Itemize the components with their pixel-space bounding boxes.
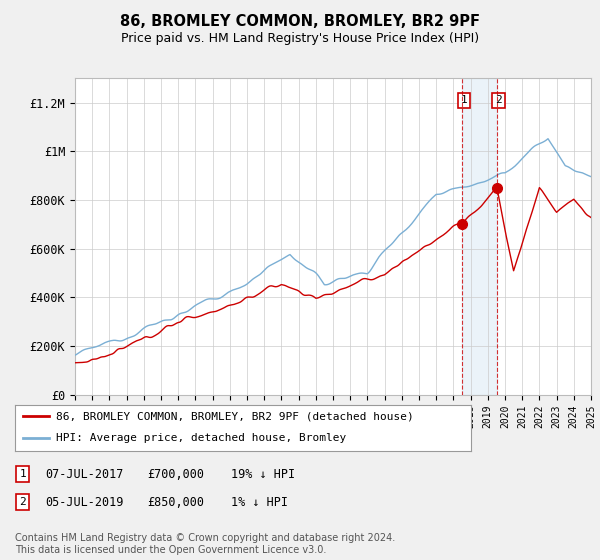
Text: HPI: Average price, detached house, Bromley: HPI: Average price, detached house, Brom… <box>56 433 346 444</box>
Text: 86, BROMLEY COMMON, BROMLEY, BR2 9PF (detached house): 86, BROMLEY COMMON, BROMLEY, BR2 9PF (de… <box>56 412 414 421</box>
Text: £700,000: £700,000 <box>147 468 204 481</box>
Bar <box>463 78 497 395</box>
Text: 1% ↓ HPI: 1% ↓ HPI <box>231 496 288 509</box>
Text: 05-JUL-2019: 05-JUL-2019 <box>45 496 124 509</box>
Text: 2: 2 <box>19 497 26 507</box>
Text: 1: 1 <box>461 95 467 105</box>
Text: 07-JUL-2017: 07-JUL-2017 <box>45 468 124 481</box>
Text: 2: 2 <box>495 95 502 105</box>
Text: Contains HM Land Registry data © Crown copyright and database right 2024.
This d: Contains HM Land Registry data © Crown c… <box>15 533 395 555</box>
Text: 19% ↓ HPI: 19% ↓ HPI <box>231 468 295 481</box>
Text: 1: 1 <box>19 469 26 479</box>
Text: 86, BROMLEY COMMON, BROMLEY, BR2 9PF: 86, BROMLEY COMMON, BROMLEY, BR2 9PF <box>120 14 480 29</box>
Text: £850,000: £850,000 <box>147 496 204 509</box>
Text: Price paid vs. HM Land Registry's House Price Index (HPI): Price paid vs. HM Land Registry's House … <box>121 32 479 45</box>
